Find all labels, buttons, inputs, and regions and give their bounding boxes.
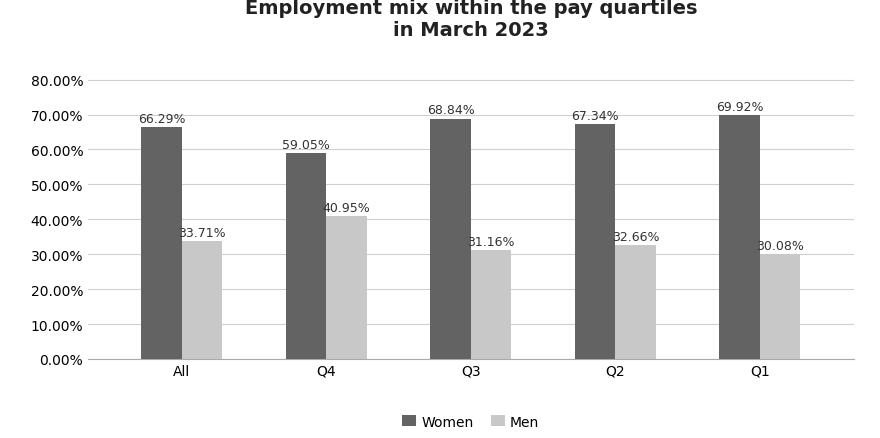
Bar <box>182 242 223 359</box>
Bar <box>471 251 511 359</box>
Title: Employment mix within the pay quartiles
in March 2023: Employment mix within the pay quartiles … <box>245 0 697 40</box>
Bar <box>430 119 471 359</box>
Text: 40.95%: 40.95% <box>323 201 370 214</box>
Bar <box>615 245 656 359</box>
Bar <box>326 216 367 359</box>
Text: 30.08%: 30.08% <box>756 239 803 252</box>
Legend: Women, Men: Women, Men <box>397 409 545 434</box>
Text: 69.92%: 69.92% <box>715 100 763 113</box>
Bar <box>142 128 182 359</box>
Text: 68.84%: 68.84% <box>427 104 474 117</box>
Text: 32.66%: 32.66% <box>612 230 659 243</box>
Bar <box>719 116 759 359</box>
Text: 59.05%: 59.05% <box>282 138 330 152</box>
Text: 67.34%: 67.34% <box>571 110 619 123</box>
Text: 31.16%: 31.16% <box>467 236 515 248</box>
Text: 66.29%: 66.29% <box>138 113 186 126</box>
Bar <box>575 124 615 359</box>
Bar <box>286 153 326 359</box>
Bar <box>759 254 800 359</box>
Text: 33.71%: 33.71% <box>179 226 226 240</box>
